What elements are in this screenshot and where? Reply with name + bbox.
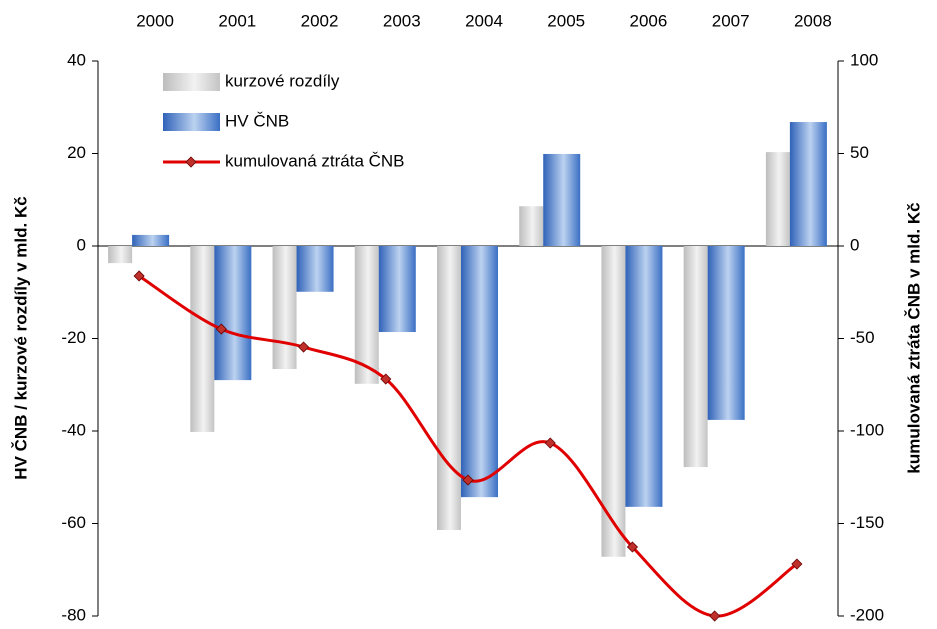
line-marker [544,437,556,449]
line-marker [133,270,145,282]
legend-label: kumulovaná ztráta ČNB [225,151,405,170]
x-tick-label: 2007 [712,11,750,30]
y-tick-label: 20 [67,143,86,162]
line-marker [709,610,721,622]
y2-tick-label: -150 [850,513,884,532]
line-marker [791,558,803,570]
y2-axis-title: kumulovaná ztráta ČNB v mld. Kč [904,202,923,473]
x-tick-label: 2003 [383,11,421,30]
y-tick-label: 0 [77,235,86,254]
y-axis-title: HV ČNB / kurzové rozdíly v mld. Kč [11,196,30,479]
y-tick-label: -40 [61,420,86,439]
bar [378,246,416,333]
line-marker [462,474,474,486]
bar [190,246,215,432]
y-tick-label: 40 [67,50,86,69]
bar [543,153,581,246]
bar [625,246,663,507]
bar [214,246,252,381]
x-tick-label: 2000 [136,11,174,30]
x-tick-label: 2002 [301,11,339,30]
bar [132,234,170,246]
y2-tick-label: -50 [850,328,875,347]
line-marker [215,323,227,335]
bar [789,122,827,246]
bar [354,246,379,384]
legend-swatch [163,73,220,91]
line-marker [380,373,392,385]
bar [683,246,708,468]
x-tick-label: 2005 [547,11,585,30]
line-marker [297,341,310,353]
bar [437,246,461,530]
x-tick-label: 2008 [794,11,832,30]
line-marker [626,541,639,553]
y2-tick-label: 50 [850,143,869,162]
bar [707,246,745,420]
y-tick-label: -20 [61,328,86,347]
legend-label: HV ČNB [225,111,289,130]
bar [108,246,133,264]
x-tick-label: 2004 [465,11,503,30]
y2-tick-label: 100 [850,50,878,69]
legend-swatch [163,113,220,131]
line [138,274,798,618]
bar [601,246,626,557]
bar [519,206,544,246]
y2-tick-label: -100 [850,420,884,439]
y2-tick-label: -200 [850,605,884,624]
legend-label: kurzové rozdíly [225,71,340,90]
y-tick-label: -80 [61,605,86,624]
y-tick-label: -60 [61,513,86,532]
y2-tick-label: 0 [850,235,859,254]
x-tick-label: 2001 [218,11,256,30]
bar [272,246,297,370]
bar [461,246,498,498]
bar [765,152,790,246]
x-tick-label: 2006 [630,11,668,30]
legend-marker [185,156,197,168]
bar [296,246,334,292]
